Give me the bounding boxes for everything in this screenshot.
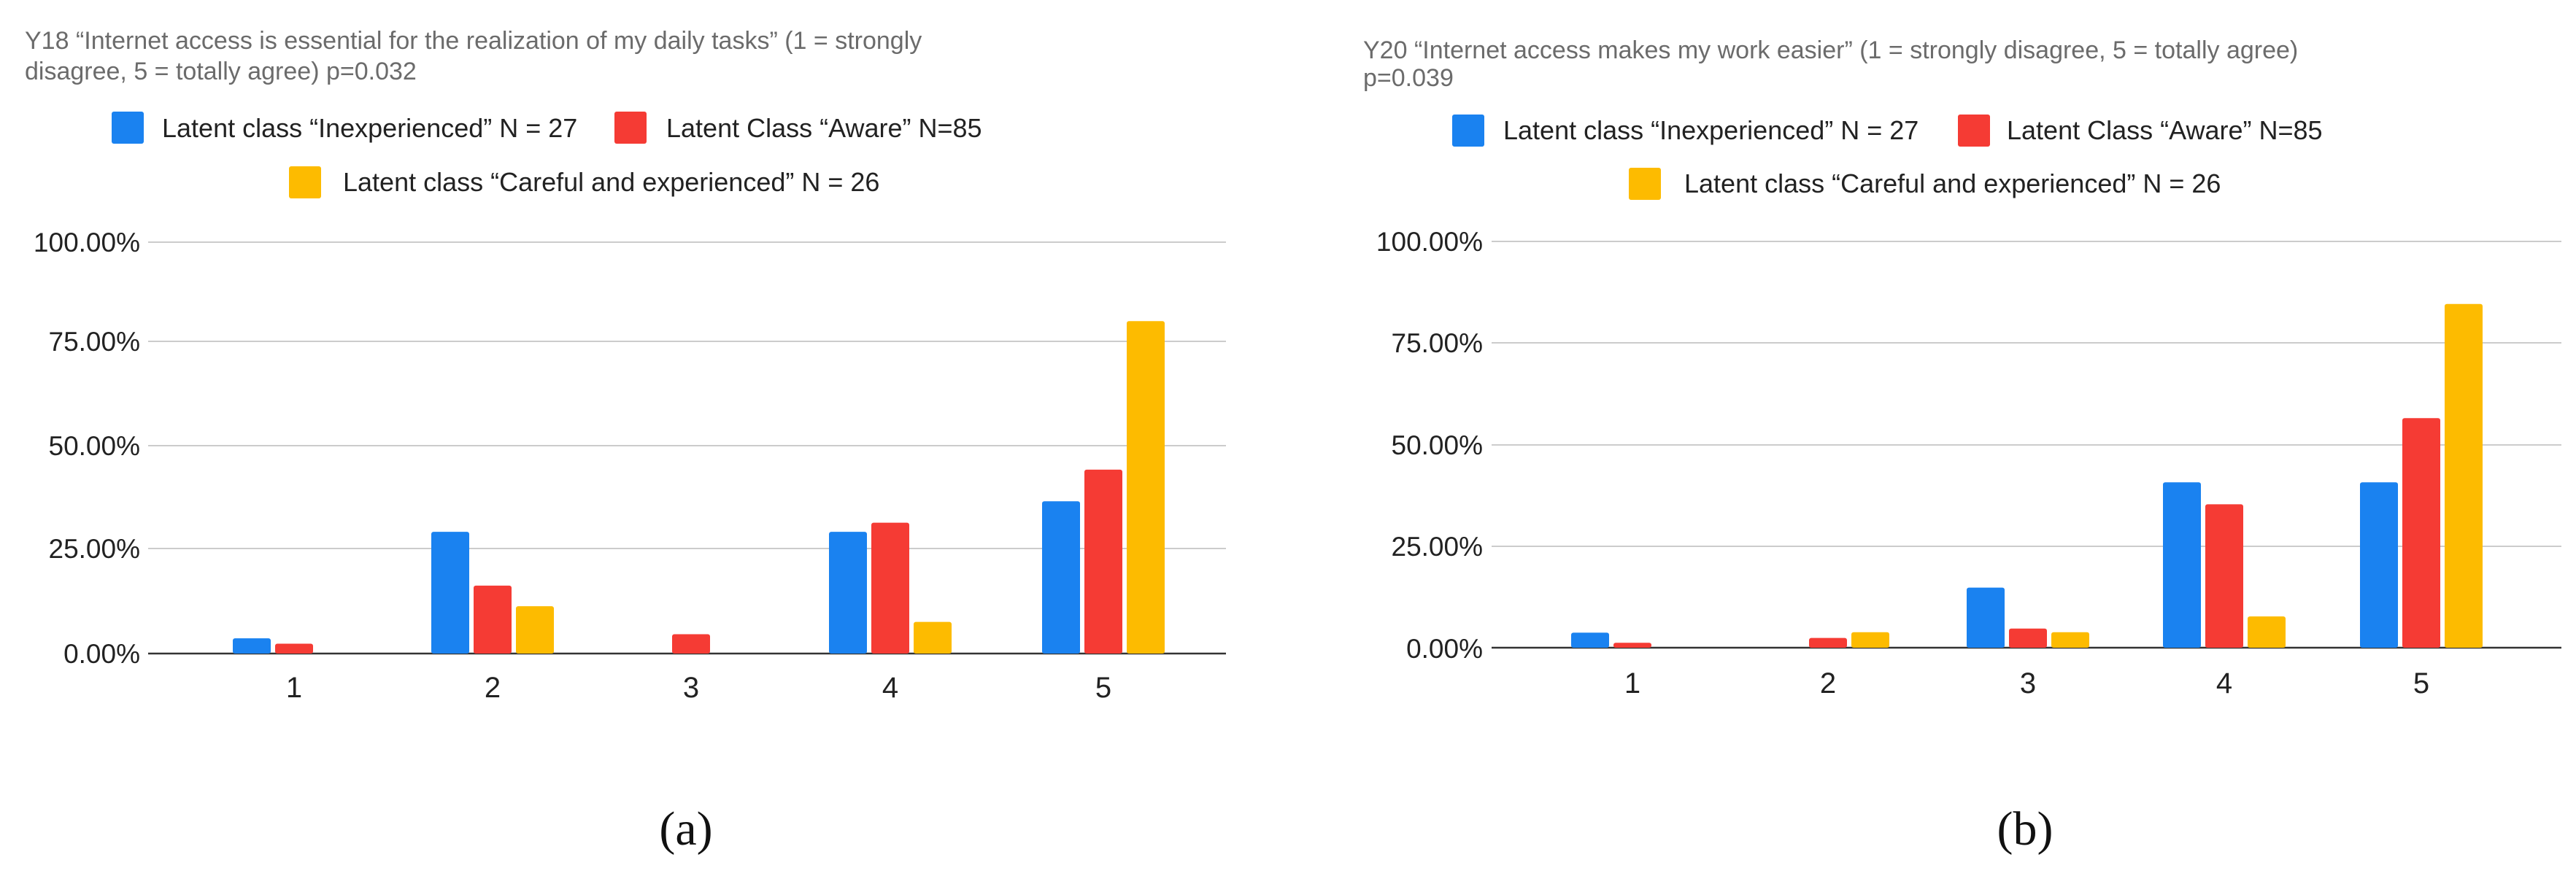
x-tick-label-1: 1: [286, 672, 302, 704]
bar-aware-4: [2205, 504, 2243, 648]
legend-swatch-careful: [289, 166, 321, 198]
legend: Latent class “Inexperienced” N = 27 Late…: [112, 112, 982, 198]
bar-inexperienced-5: [2360, 482, 2398, 648]
bar-inexperienced-1: [1571, 632, 1609, 648]
bar-aware-3: [2009, 628, 2047, 648]
x-tick-label-5: 5: [1095, 672, 1111, 704]
x-tick-label-5: 5: [2413, 667, 2429, 699]
bar-aware-1: [275, 643, 313, 654]
legend: Latent class “Inexperienced” N = 27 Late…: [1452, 115, 2323, 200]
bar-aware-2: [1809, 637, 1847, 648]
chart-panel-b: Y20 “Internet access makes my work easie…: [1363, 36, 2561, 856]
y-tick-labels: 0.00% 25.00% 50.00% 75.00% 100.00%: [34, 228, 140, 669]
chart-title-line-2: disagree, 5 = totally agree) p=0.032: [25, 58, 417, 85]
bar-careful-5: [2445, 303, 2483, 648]
chart-title-line-1: Y18 “Internet access is essential for th…: [25, 27, 922, 55]
bars: [233, 321, 1165, 654]
legend-swatch-inexperienced: [112, 112, 144, 144]
legend-swatch-aware: [614, 112, 647, 144]
y-tick-label-25: 25.00%: [1392, 532, 1484, 562]
y-tick-label-0: 0.00%: [1406, 634, 1483, 664]
legend-swatch-inexperienced: [1452, 115, 1484, 147]
legend-label-aware: Latent Class “Aware” N=85: [2007, 115, 2323, 145]
gridlines: [1492, 241, 2561, 649]
bar-inexperienced-1: [233, 638, 271, 654]
bar-inexperienced-4: [2163, 482, 2201, 648]
x-tick-label-4: 4: [2216, 667, 2232, 699]
bar-careful-3: [2051, 632, 2089, 648]
bar-aware-5: [2402, 418, 2440, 648]
bar-inexperienced-3: [1967, 587, 2005, 648]
y-tick-label-100: 100.00%: [1376, 227, 1483, 257]
x-tick-label-2: 2: [485, 672, 501, 704]
legend-label-careful: Latent class “Careful and experienced” N…: [343, 167, 879, 197]
bar-careful-2: [516, 606, 554, 654]
y-tick-label-75: 75.00%: [49, 327, 141, 357]
bar-careful-5: [1127, 321, 1165, 654]
bars: [1571, 303, 2483, 648]
bar-inexperienced-4: [829, 532, 867, 654]
bar-aware-2: [474, 585, 512, 654]
bar-careful-4: [914, 621, 952, 654]
x-tick-labels: 1 2 3 4 5: [1624, 667, 2429, 699]
chart-panel-a: Y18 “Internet access is essential for th…: [25, 27, 1226, 856]
bar-inexperienced-5: [1042, 501, 1080, 654]
x-tick-label-2: 2: [1820, 667, 1836, 699]
y-tick-labels: 0.00% 25.00% 50.00% 75.00% 100.00%: [1376, 227, 1483, 664]
y-tick-label-50: 50.00%: [1392, 430, 1484, 460]
x-tick-label-1: 1: [1624, 667, 1640, 699]
x-tick-label-3: 3: [2020, 667, 2036, 699]
legend-swatch-careful: [1629, 168, 1661, 200]
bar-aware-5: [1084, 469, 1122, 654]
x-tick-label-4: 4: [882, 672, 898, 704]
chart-title-line-1: Y20 “Internet access makes my work easie…: [1363, 36, 2298, 64]
y-tick-label-0: 0.00%: [63, 639, 140, 669]
y-tick-label-100: 100.00%: [34, 228, 140, 257]
legend-label-careful: Latent class “Careful and experienced” N…: [1684, 168, 2221, 198]
bar-aware-4: [871, 522, 909, 654]
y-tick-label-25: 25.00%: [49, 534, 141, 564]
bar-aware-3: [672, 634, 710, 654]
bar-inexperienced-2: [431, 532, 469, 654]
x-tick-labels: 1 2 3 4 5: [286, 672, 1111, 704]
y-tick-label-75: 75.00%: [1392, 328, 1484, 358]
y-tick-label-50: 50.00%: [49, 431, 141, 461]
bar-careful-2: [1851, 632, 1889, 648]
x-tick-label-3: 3: [683, 672, 699, 704]
legend-swatch-aware: [1958, 115, 1990, 147]
chart-title-line-2: p=0.039: [1363, 64, 1454, 92]
bar-careful-4: [2248, 616, 2286, 648]
legend-label-inexperienced: Latent class “Inexperienced” N = 27: [1503, 115, 1918, 145]
panel-caption-a: (a): [659, 802, 712, 856]
legend-label-inexperienced: Latent class “Inexperienced” N = 27: [162, 113, 577, 143]
bar-aware-1: [1613, 643, 1651, 648]
legend-label-aware: Latent Class “Aware” N=85: [666, 113, 982, 143]
panel-caption-b: (b): [1997, 802, 2054, 856]
